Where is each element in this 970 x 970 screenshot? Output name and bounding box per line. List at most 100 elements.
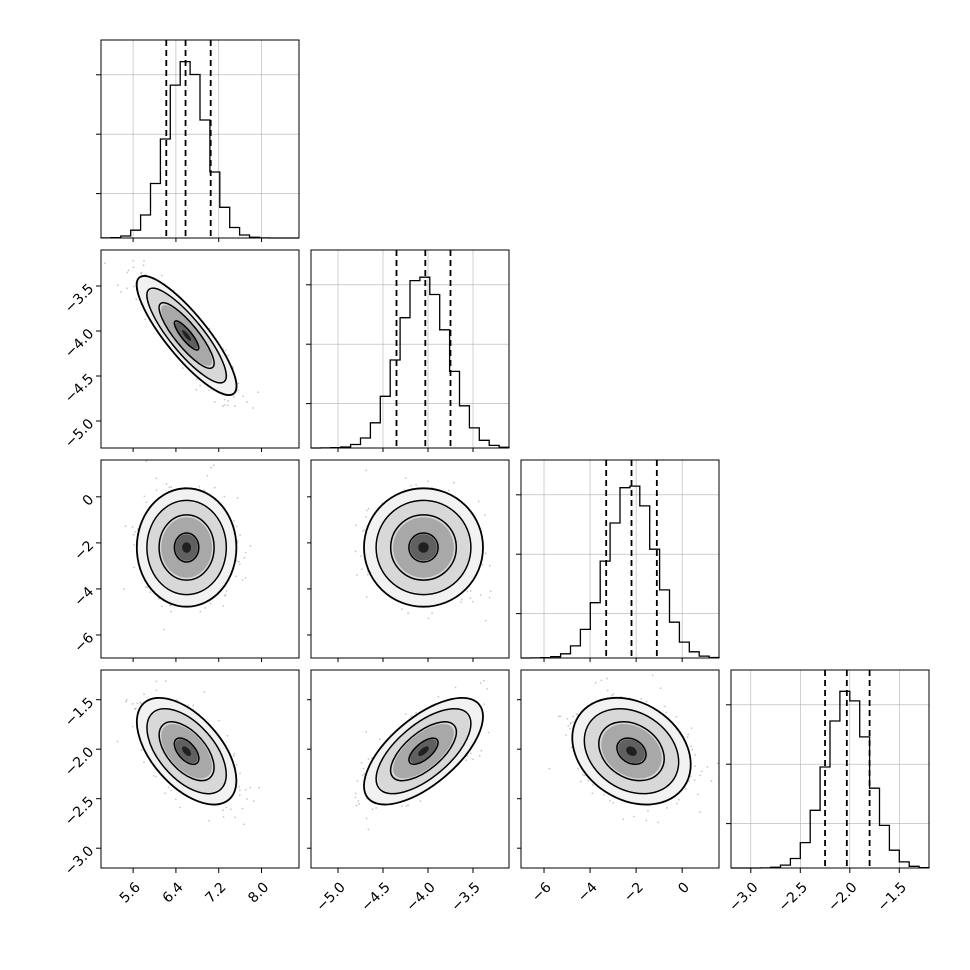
x-tick-label: −2.0 xyxy=(825,879,860,914)
contour-line xyxy=(173,737,200,766)
scatter-point xyxy=(239,789,241,791)
hist-frame-1 xyxy=(310,249,510,449)
x-tick-label: −2 xyxy=(621,879,647,905)
scatter-point xyxy=(365,516,367,518)
scatter-point xyxy=(361,774,364,777)
scatter-point xyxy=(132,259,135,262)
y-tick-label: −3.5 xyxy=(62,281,97,316)
panel-frame-3-0 xyxy=(100,669,300,869)
scatter-point xyxy=(306,806,308,808)
y-tick-label: −4 xyxy=(71,584,97,610)
scatter-point xyxy=(360,555,362,557)
scatter-point xyxy=(582,774,584,776)
contour-line xyxy=(158,514,215,581)
scatter-point xyxy=(142,264,145,267)
y-tick-label: −4.0 xyxy=(62,326,97,361)
scatter-point xyxy=(143,693,146,696)
scatter-point xyxy=(365,817,368,820)
scatter-point xyxy=(645,819,648,822)
scatter-point xyxy=(484,552,487,555)
scatter-point xyxy=(125,698,128,701)
scatter-point xyxy=(234,816,237,819)
scatter-point xyxy=(579,780,582,783)
scatter-point xyxy=(224,349,227,352)
scatter-point xyxy=(677,798,680,801)
scatter-point xyxy=(155,680,158,683)
scatter-point xyxy=(208,819,211,822)
scatter-point xyxy=(132,533,135,536)
scatter-point xyxy=(367,828,370,831)
panel-content xyxy=(103,259,259,409)
hist-frame-3 xyxy=(730,669,930,869)
scatter-point xyxy=(675,802,678,805)
contour-line xyxy=(375,499,472,596)
scatter-point xyxy=(570,746,573,749)
scatter-point xyxy=(222,816,225,818)
scatter-point xyxy=(155,489,158,492)
scatter-point xyxy=(469,752,472,755)
scatter-point xyxy=(587,779,590,782)
scatter-point xyxy=(238,785,240,788)
contour-line xyxy=(389,514,458,581)
scatter-point xyxy=(472,758,474,761)
scatter-point xyxy=(136,702,139,705)
scatter-point xyxy=(124,525,127,528)
scatter-point xyxy=(700,770,703,773)
scatter-point xyxy=(212,464,215,467)
x-tick-label: 5.6 xyxy=(117,879,144,906)
density-fill xyxy=(182,542,192,553)
scatter-point xyxy=(133,566,136,569)
scatter-point xyxy=(665,711,668,714)
contour-line xyxy=(135,696,238,806)
scatter-point xyxy=(122,588,125,590)
scatter-point xyxy=(135,298,138,301)
scatter-point xyxy=(569,727,571,730)
scatter-point xyxy=(244,551,247,554)
scatter-point xyxy=(466,590,469,593)
scatter-point xyxy=(165,680,167,683)
scatter-point xyxy=(461,598,463,601)
x-tick-label: −3.0 xyxy=(726,879,761,914)
scatter-point xyxy=(483,703,485,705)
scatter-point xyxy=(592,784,594,786)
scatter-point xyxy=(407,612,410,615)
contour-line xyxy=(375,707,472,795)
panel-frame-1-0 xyxy=(100,249,300,449)
scatter-point xyxy=(225,806,228,809)
scatter-point xyxy=(686,736,689,739)
scatter-point xyxy=(249,545,252,547)
panel-content xyxy=(548,674,719,824)
scatter-point xyxy=(133,544,136,546)
scatter-point xyxy=(606,677,608,680)
panel-2d-3-2 xyxy=(548,674,719,824)
panel-content xyxy=(116,680,260,826)
hist-frame-2 xyxy=(520,459,720,659)
scatter-point xyxy=(716,762,719,765)
scatter-point xyxy=(246,401,248,403)
scatter-point xyxy=(354,550,357,553)
scatter-point xyxy=(572,721,575,723)
scatter-point xyxy=(687,733,690,736)
contour-line xyxy=(363,696,484,806)
scatter-point xyxy=(354,792,357,795)
scatter-point xyxy=(241,579,244,581)
scatter-point xyxy=(591,792,594,795)
histogram-step xyxy=(311,276,510,449)
scatter-point xyxy=(235,764,238,766)
scatter-point xyxy=(612,693,615,696)
scatter-point xyxy=(134,707,137,710)
scatter-point xyxy=(483,679,485,682)
contour-line xyxy=(173,320,200,351)
scatter-point xyxy=(405,805,408,807)
x-tick-label: −4.5 xyxy=(358,879,393,914)
scatter-point xyxy=(222,405,224,408)
panel-content xyxy=(354,469,492,622)
scatter-point xyxy=(427,480,429,483)
scatter-point xyxy=(178,806,181,809)
panel-2d-3-0 xyxy=(116,680,260,826)
contour-line xyxy=(616,737,647,766)
scatter-point xyxy=(565,734,567,736)
scatter-point xyxy=(140,749,143,751)
scatter-point xyxy=(127,269,130,272)
